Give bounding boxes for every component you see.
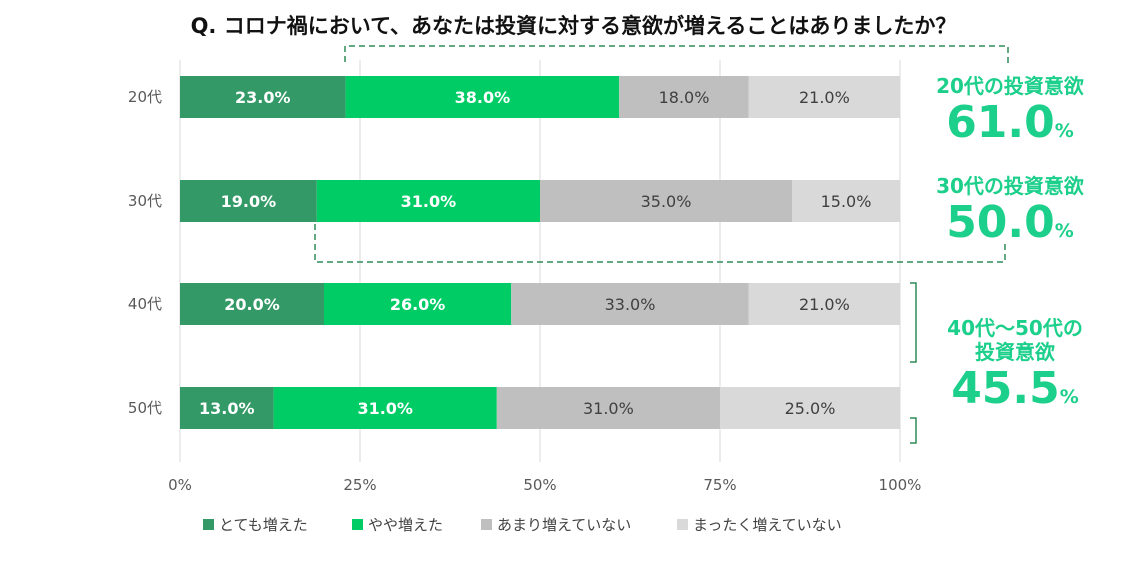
bar-segment — [496, 387, 720, 429]
data-label: 21.0% — [799, 295, 850, 314]
legend-swatch — [481, 519, 492, 530]
data-label: 33.0% — [605, 295, 656, 314]
data-label: 38.0% — [455, 88, 511, 107]
legend-item: あまり増えていない — [481, 514, 631, 535]
bar-segment — [316, 180, 540, 222]
bracket-50s-bottom — [910, 417, 917, 444]
data-label: 19.0% — [221, 192, 277, 211]
callout-40s-50s: 40代〜50代の 投資意欲 45.5% — [920, 316, 1110, 414]
bar-segment — [720, 387, 900, 429]
bracket-40s-top — [910, 282, 917, 363]
data-label: 20.0% — [224, 295, 280, 314]
data-label: 15.0% — [821, 192, 872, 211]
callout-40s-50s-label2: 投資意欲 — [975, 340, 1055, 364]
callout-20s: 20代の投資意欲 61.0% — [905, 74, 1115, 148]
data-label: 23.0% — [235, 88, 291, 107]
legend-label: やや増えた — [368, 516, 444, 534]
y-category-label: 30代 — [128, 192, 162, 210]
data-label: 35.0% — [641, 192, 692, 211]
x-tick-label: 50% — [523, 476, 556, 494]
legend-swatch — [203, 519, 214, 530]
legend-item: やや増えた — [352, 514, 443, 535]
bar-segment — [792, 180, 900, 222]
callout-20s-unit: % — [1054, 120, 1074, 142]
bar-segment — [345, 76, 620, 118]
bar-segment — [324, 283, 512, 325]
data-label: 31.0% — [357, 399, 413, 418]
data-label: 26.0% — [390, 295, 446, 314]
legend-item: とても増えた — [203, 514, 308, 535]
bar-segment — [180, 76, 346, 118]
x-tick-label: 75% — [703, 476, 736, 494]
callout-20s-label: 20代の投資意欲 — [936, 74, 1084, 98]
highlight-box-30s — [314, 224, 1006, 263]
callout-40s-50s-unit: % — [1059, 386, 1079, 408]
x-tick-label: 100% — [879, 476, 922, 494]
data-label: 25.0% — [785, 399, 836, 418]
highlight-box-20s — [344, 45, 1009, 66]
bar-segment — [180, 180, 317, 222]
data-label: 21.0% — [799, 88, 850, 107]
legend-item: まったく増えていない — [677, 514, 842, 535]
legend-label: あまり増えていない — [497, 516, 632, 534]
callout-40s-50s-value: 45.5 — [951, 363, 1060, 414]
bar-segment — [511, 283, 749, 325]
x-tick-label: 25% — [343, 476, 376, 494]
bar-segment — [180, 283, 324, 325]
data-label: 13.0% — [199, 399, 255, 418]
callout-20s-value: 61.0 — [946, 97, 1055, 148]
y-category-label: 50代 — [128, 399, 162, 417]
data-label: 18.0% — [659, 88, 710, 107]
callout-40s-50s-label: 40代〜50代の — [947, 316, 1083, 340]
y-category-label: 20代 — [128, 88, 162, 106]
callout-30s-value: 50.0 — [946, 197, 1055, 248]
callout-30s-label: 30代の投資意欲 — [936, 174, 1084, 198]
legend-swatch — [677, 519, 688, 530]
legend-label: とても増えた — [219, 516, 308, 534]
legend-swatch — [352, 519, 363, 530]
bar-segment — [748, 76, 900, 118]
data-label: 31.0% — [583, 399, 634, 418]
x-tick-label: 0% — [168, 476, 192, 494]
data-label: 31.0% — [401, 192, 457, 211]
y-category-label: 40代 — [128, 295, 162, 313]
bar-segment — [180, 387, 274, 429]
bar-segment — [619, 76, 749, 118]
bar-segment — [540, 180, 792, 222]
callout-30s: 30代の投資意欲 50.0% — [905, 174, 1115, 248]
callout-30s-unit: % — [1054, 220, 1074, 242]
legend-label: まったく増えていない — [693, 516, 842, 534]
bar-segment — [748, 283, 900, 325]
bar-segment — [273, 387, 497, 429]
chart-title: Q. コロナ禍において、あなたは投資に対する意欲が増えることはありましたか？ — [190, 14, 957, 38]
